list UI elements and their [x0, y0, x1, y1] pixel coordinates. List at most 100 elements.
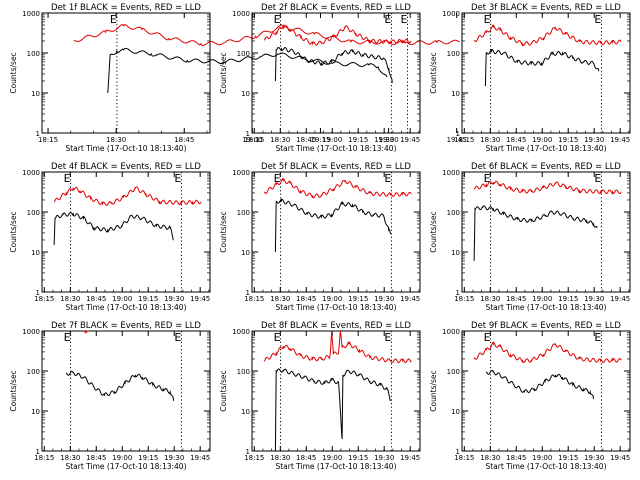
series-lld-line [473, 180, 622, 195]
panel-det-3: Det 3f BLACK = Events, RED = LLD 1 10 100 10… [429, 3, 631, 153]
y-axis-label: Counts/sec [429, 211, 438, 252]
x-tick-label: 19:45 [610, 454, 630, 462]
y-tick-label: 10 [241, 408, 250, 416]
x-tick-label: 18:45 [506, 136, 526, 144]
x-tick-label: 18:30 [106, 136, 126, 144]
x-tick-label: 19:45 [190, 454, 210, 462]
x-tick-label: 19:00 [112, 295, 132, 303]
x-tick-label: 19:00 [322, 454, 342, 462]
y-tick-label: 1000 [232, 169, 250, 177]
x-tick-label: 18:45 [296, 454, 316, 462]
y-tick-label: 100 [27, 368, 40, 376]
event-marker-label: E [594, 13, 601, 26]
y-tick-label: 10 [31, 90, 40, 98]
y-tick-label: 1000 [232, 328, 250, 336]
x-tick-label: 19:00 [532, 136, 552, 144]
x-tick-label: 18:30 [270, 136, 290, 144]
y-tick-label: 10 [241, 90, 250, 98]
event-marker-label: E [384, 172, 391, 185]
x-axis-label: Start Time (17-Oct-10 18:13:40) [65, 462, 186, 471]
x-tick-label: 19:15 [138, 295, 158, 303]
series-events-line [53, 211, 174, 246]
x-tick-label: 19:45 [400, 136, 420, 144]
y-tick-label: 100 [27, 209, 40, 217]
y-tick-label: 10 [31, 408, 40, 416]
y-tick-label: 10 [451, 249, 460, 257]
y-axis-label: Counts/sec [219, 52, 228, 93]
x-tick-label: 18:15 [244, 136, 264, 144]
event-marker-label: E [401, 13, 408, 26]
plot-frame [251, 330, 421, 452]
y-tick-label: 100 [237, 368, 250, 376]
y-tick-label: 1000 [442, 328, 460, 336]
x-axis-label: Start Time (17-Oct-10 18:13:40) [485, 144, 606, 153]
chart-title: Det 3f BLACK = Events, RED = LLD [471, 3, 621, 13]
y-tick-label: 100 [447, 368, 460, 376]
y-tick-label: 1000 [442, 10, 460, 18]
x-tick-label: 18:45 [86, 454, 106, 462]
event-marker-label: E [484, 172, 491, 185]
x-tick-label: 19:00 [112, 454, 132, 462]
y-axis-label: Counts/sec [429, 370, 438, 411]
series-lld-line [473, 24, 622, 47]
chart-title: Det 6f BLACK = Events, RED = LLD [471, 162, 621, 172]
chart-title: Det 7f BLACK = Events, RED = LLD [51, 321, 201, 331]
x-tick-label: 18:30 [480, 136, 500, 144]
series-lld-line [83, 330, 89, 334]
chart-title: Det 4f BLACK = Events, RED = LLD [51, 162, 201, 172]
x-tick-label: 18:15 [38, 136, 58, 144]
event-marker-label: E [484, 13, 491, 26]
x-tick-label: 19:00 [242, 136, 262, 144]
x-axis-label: Start Time (17-Oct-10 18:13:40) [65, 144, 186, 153]
x-tick-label: 19:00 [532, 454, 552, 462]
x-tick-label: 19:15 [558, 136, 578, 144]
x-axis-label: Start Time (17-Oct-10 18:13:40) [485, 462, 606, 471]
y-tick-label: 1 [246, 130, 250, 138]
series-lld-line [473, 341, 622, 364]
x-tick-label: 19:30 [164, 295, 184, 303]
event-marker-label: E [274, 172, 281, 185]
series-events-line [484, 48, 600, 87]
y-axis-label: Counts/sec [219, 370, 228, 411]
x-tick-label: 18:45 [506, 295, 526, 303]
y-tick-label: 1 [246, 448, 250, 456]
event-marker-label: E [64, 331, 71, 344]
series-events-line [107, 47, 388, 94]
x-tick-label: 18:45 [174, 136, 194, 144]
x-tick-label: 19:15 [348, 454, 368, 462]
x-tick-label: 19:15 [310, 136, 330, 144]
x-tick-label: 18:30 [270, 454, 290, 462]
x-tick-label: 19:15 [558, 454, 578, 462]
y-tick-label: 1000 [22, 10, 40, 18]
plot-frame [41, 171, 211, 293]
event-marker-label: E [174, 331, 181, 344]
chart-title: Det 9f BLACK = Events, RED = LLD [471, 321, 621, 331]
x-tick-label: 18:15 [34, 295, 54, 303]
series-lld-line [263, 177, 412, 199]
y-tick-label: 1 [246, 289, 250, 297]
y-axis-label: Counts/sec [9, 211, 18, 252]
x-tick-label: 18:15 [244, 295, 264, 303]
x-tick-label: 19:45 [400, 295, 420, 303]
plot-frame [41, 330, 211, 452]
event-marker-label: E [594, 331, 601, 344]
panel-det-8: Det 8f BLACK = Events, RED = LLD 1 10 100 10… [219, 321, 421, 471]
event-marker-label: E [274, 331, 281, 344]
x-tick-label: 18:45 [296, 295, 316, 303]
panel-det-1: Det 1f BLACK = Events, RED = LLD 1 10 100 10… [9, 3, 467, 153]
y-tick-label: 1 [456, 130, 460, 138]
plot-frame [461, 12, 631, 134]
series-events-line [65, 370, 175, 401]
x-axis-label: Start Time (17-Oct-10 18:13:40) [485, 303, 606, 312]
x-tick-label: 18:15 [454, 136, 474, 144]
y-axis-label: Counts/sec [429, 52, 438, 93]
panel-det-7: Det 7f BLACK = Events, RED = LLD 1 10 100 10… [9, 321, 211, 471]
y-tick-label: 1 [36, 130, 40, 138]
y-tick-label: 100 [237, 50, 250, 58]
y-tick-label: 1000 [442, 169, 460, 177]
series-events-line [485, 369, 595, 400]
x-axis-label: Start Time (17-Oct-10 18:13:40) [275, 303, 396, 312]
event-marker-label: E [484, 331, 491, 344]
y-tick-label: 1 [36, 448, 40, 456]
x-tick-label: 19:45 [610, 295, 630, 303]
